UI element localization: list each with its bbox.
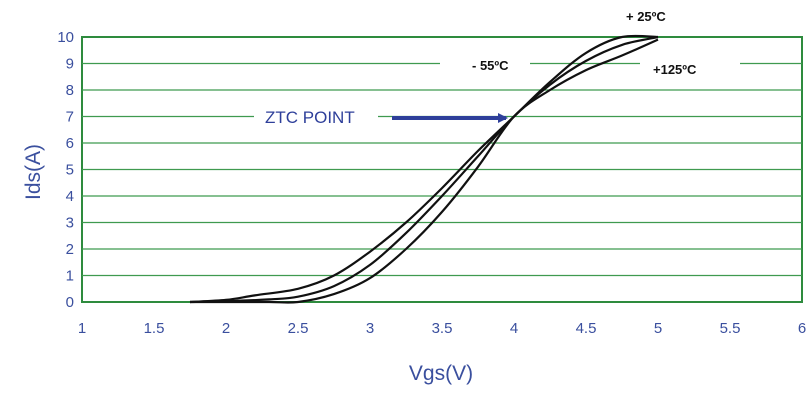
y-tick-label: 1 xyxy=(66,268,74,285)
y-axis-title: Ids(A) xyxy=(22,144,45,200)
y-tick-label: 6 xyxy=(66,135,74,152)
x-tick-label: 2 xyxy=(222,320,230,337)
series-line-2 xyxy=(190,38,659,304)
y-tick-label: 8 xyxy=(66,82,74,99)
curves xyxy=(189,34,659,304)
x-tick-label: 2.5 xyxy=(288,320,309,337)
x-tick-label: 1.5 xyxy=(144,320,165,337)
x-tick-label: 1 xyxy=(78,320,86,337)
y-tick-labels: 0 1 2 3 4 5 6 7 8 9 10 xyxy=(57,29,74,311)
x-tick-label: 6 xyxy=(798,320,806,337)
x-tick-label: 5 xyxy=(654,320,662,337)
y-tick-label: 4 xyxy=(66,188,74,205)
label-plus125: +125ºC xyxy=(653,62,697,77)
ztc-label-bg xyxy=(254,106,378,128)
x-tick-label: 5.5 xyxy=(720,320,741,337)
label-bg-minus55 xyxy=(440,56,530,74)
x-tick-label: 4 xyxy=(510,320,518,337)
x-tick-label: 4.5 xyxy=(576,320,597,337)
label-bg-plus125 xyxy=(640,58,740,78)
y-tick-label: 0 xyxy=(66,294,74,311)
series-line-0 xyxy=(189,34,659,304)
ztc-point-label: ZTC POINT xyxy=(265,108,355,127)
x-tick-label: 3 xyxy=(366,320,374,337)
label-plus25: + 25ºC xyxy=(626,9,666,24)
x-tick-label: 3.5 xyxy=(432,320,453,337)
label-minus55: - 55ºC xyxy=(472,58,509,73)
y-tick-label: 5 xyxy=(66,162,74,179)
x-axis-title: Vgs(V) xyxy=(409,362,473,385)
x-tick-labels: 1 1.5 2 2.5 3 3.5 4 4.5 5 5.5 6 xyxy=(78,320,806,337)
y-tick-label: 7 xyxy=(66,109,74,126)
series-line-1 xyxy=(189,35,659,304)
y-tick-label: 3 xyxy=(66,215,74,232)
y-tick-label: 2 xyxy=(66,241,74,258)
y-tick-label: 10 xyxy=(57,29,74,46)
y-tick-label: 9 xyxy=(66,56,74,73)
